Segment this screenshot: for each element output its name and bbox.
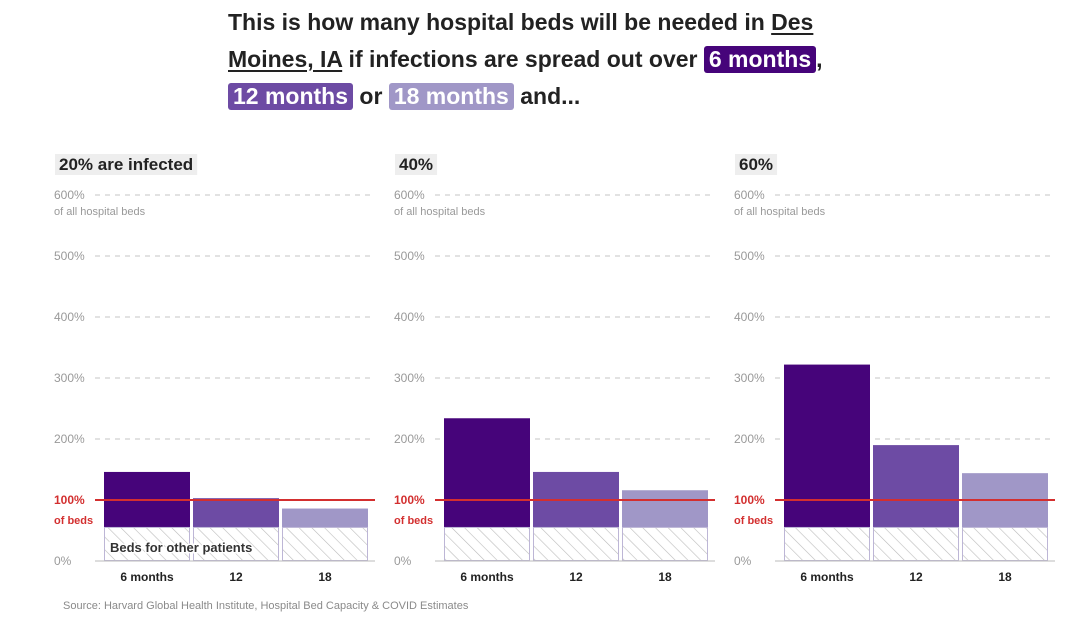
capacity-note: of beds: [734, 515, 773, 527]
location-link[interactable]: Des Moines, IA: [228, 9, 814, 72]
bar-twelve-months: [873, 445, 959, 528]
other-patients-bar: [193, 526, 279, 562]
y-tick-label: 600%: [734, 188, 765, 202]
other-patients-bar: [784, 526, 870, 562]
y-axis-note: of all hospital beds: [734, 206, 826, 218]
y-tick-label: 500%: [734, 249, 765, 263]
other-patients-label: Beds for other patients: [110, 540, 252, 555]
eighteen-months-pill: 18 months: [388, 83, 514, 110]
y-axis-note: of all hospital beds: [54, 206, 146, 218]
bar-six-months: [784, 364, 870, 528]
other-patients-bar: [104, 526, 190, 562]
bar-eighteen-months: [622, 490, 708, 528]
x-tick-label: 18: [318, 570, 332, 584]
other-patients-bar: [622, 526, 708, 562]
y-tick-label: 400%: [734, 310, 765, 324]
y-tick-label: 500%: [394, 249, 425, 263]
panel-title: 20% are infected: [59, 155, 193, 174]
y-tick-label: 100%: [54, 493, 85, 507]
x-tick-label: 18: [998, 570, 1012, 584]
y-tick-label: 500%: [54, 249, 85, 263]
chart-headline: This is how many hospital beds will be n…: [228, 4, 868, 115]
bar-eighteen-months: [282, 508, 368, 528]
headline-pre: This is how many hospital beds will be n…: [228, 9, 772, 35]
x-tick-label: 6 months: [120, 570, 174, 584]
y-tick-label: 100%: [734, 493, 765, 507]
panel-title-highlight: [735, 154, 778, 175]
capacity-note: of beds: [54, 515, 93, 527]
panel-title-highlight: [55, 154, 198, 175]
y-tick-label: 0%: [394, 554, 412, 568]
headline-post: and...: [513, 83, 581, 109]
other-patients-bar: [873, 526, 959, 562]
y-tick-label: 300%: [394, 371, 425, 385]
y-tick-label: 400%: [54, 310, 85, 324]
x-tick-label: 6 months: [460, 570, 514, 584]
bar-twelve-months: [193, 498, 279, 528]
other-patients-bar: [533, 526, 619, 562]
y-tick-label: 300%: [734, 371, 765, 385]
headline-comma: ,: [816, 46, 823, 72]
panel-title: 60%: [739, 155, 773, 174]
twelve-months-pill: 12 months: [228, 83, 354, 110]
source-note: Source: Harvard Global Health Institute,…: [63, 600, 469, 612]
other-patients-bar: [282, 526, 368, 562]
y-tick-label: 200%: [734, 432, 765, 446]
x-tick-label: 12: [229, 570, 243, 584]
other-patients-bar: [962, 526, 1048, 562]
y-tick-label: 0%: [734, 554, 752, 568]
other-patients-bar: [444, 526, 530, 562]
y-tick-label: 600%: [394, 188, 425, 202]
y-axis-note: of all hospital beds: [394, 206, 486, 218]
six-months-pill: 6 months: [703, 46, 817, 73]
y-tick-label: 0%: [54, 554, 72, 568]
x-tick-label: 6 months: [800, 570, 854, 584]
panel-title-highlight: [395, 154, 438, 175]
y-tick-label: 400%: [394, 310, 425, 324]
y-tick-label: 200%: [54, 432, 85, 446]
capacity-note: of beds: [394, 515, 433, 527]
x-tick-label: 12: [569, 570, 583, 584]
y-tick-label: 300%: [54, 371, 85, 385]
panel-title: 40%: [399, 155, 433, 174]
bar-six-months: [444, 418, 530, 528]
headline-or: or: [353, 83, 389, 109]
y-tick-label: 200%: [394, 432, 425, 446]
x-tick-label: 18: [658, 570, 672, 584]
y-tick-label: 600%: [54, 188, 85, 202]
headline-mid: if infections are spread out over: [342, 46, 704, 72]
x-tick-label: 12: [909, 570, 923, 584]
y-tick-label: 100%: [394, 493, 425, 507]
